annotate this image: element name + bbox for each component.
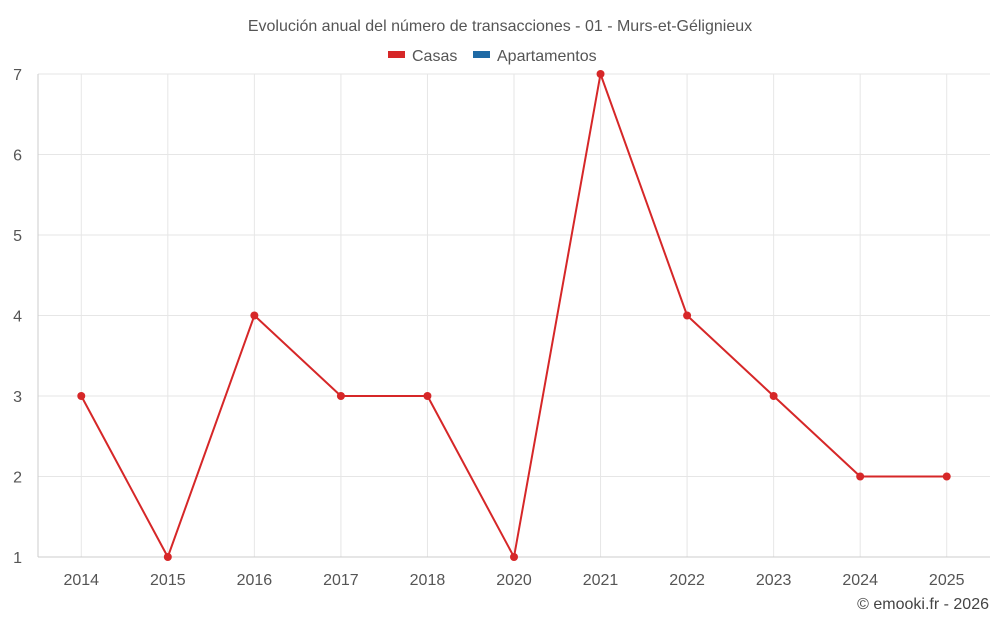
legend-swatch-casas xyxy=(388,51,405,58)
x-tick-label: 2024 xyxy=(842,572,878,589)
legend-item-apartamentos[interactable]: Apartamentos xyxy=(473,48,597,65)
data-point[interactable] xyxy=(683,311,692,320)
y-tick-label: 5 xyxy=(13,228,22,245)
credit-text: © emooki.fr - 2026 xyxy=(857,596,989,613)
x-tick-label: 2020 xyxy=(496,572,532,589)
data-point[interactable] xyxy=(163,553,172,561)
x-tick-label: 2014 xyxy=(63,572,99,589)
data-point[interactable] xyxy=(423,392,432,400)
x-tick-label: 2021 xyxy=(583,572,619,589)
x-tick-label: 2018 xyxy=(410,572,446,589)
x-tick-label: 2017 xyxy=(323,572,359,589)
grid xyxy=(38,73,990,558)
data-point[interactable] xyxy=(77,392,86,400)
legend-label-apartamentos: Apartamentos xyxy=(497,48,597,65)
y-tick-label: 1 xyxy=(13,550,22,567)
x-tick-label: 2015 xyxy=(150,572,186,589)
data-point[interactable] xyxy=(769,392,778,400)
data-point[interactable] xyxy=(250,311,259,320)
chart-title: Evolución anual del número de transaccio… xyxy=(248,18,752,35)
data-point[interactable] xyxy=(336,392,345,400)
data-point[interactable] xyxy=(596,70,605,78)
legend-swatch-apartamentos xyxy=(473,51,490,58)
data-point[interactable] xyxy=(856,472,865,481)
series-casas xyxy=(77,70,951,561)
data-point[interactable] xyxy=(942,472,951,481)
x-tick-label: 2016 xyxy=(237,572,273,589)
legend-item-casas[interactable]: Casas xyxy=(388,48,457,65)
y-tick-label: 2 xyxy=(13,470,22,487)
legend-label-casas: Casas xyxy=(412,48,457,65)
y-tick-label: 3 xyxy=(13,389,22,406)
axes: 1 2 3 4 5 6 7 2014 2015 2016 2017 2018 2020 2021 2022 2… xyxy=(13,67,990,589)
y-tick-label: 7 xyxy=(13,67,22,84)
x-tick-label: 2025 xyxy=(929,572,965,589)
data-point[interactable] xyxy=(510,553,518,561)
y-tick-label: 6 xyxy=(13,148,22,165)
x-tick-label: 2023 xyxy=(756,572,792,589)
y-tick-label: 4 xyxy=(13,309,22,326)
x-tick-label: 2022 xyxy=(669,572,705,589)
legend: Casas Apartamentos xyxy=(388,48,597,65)
